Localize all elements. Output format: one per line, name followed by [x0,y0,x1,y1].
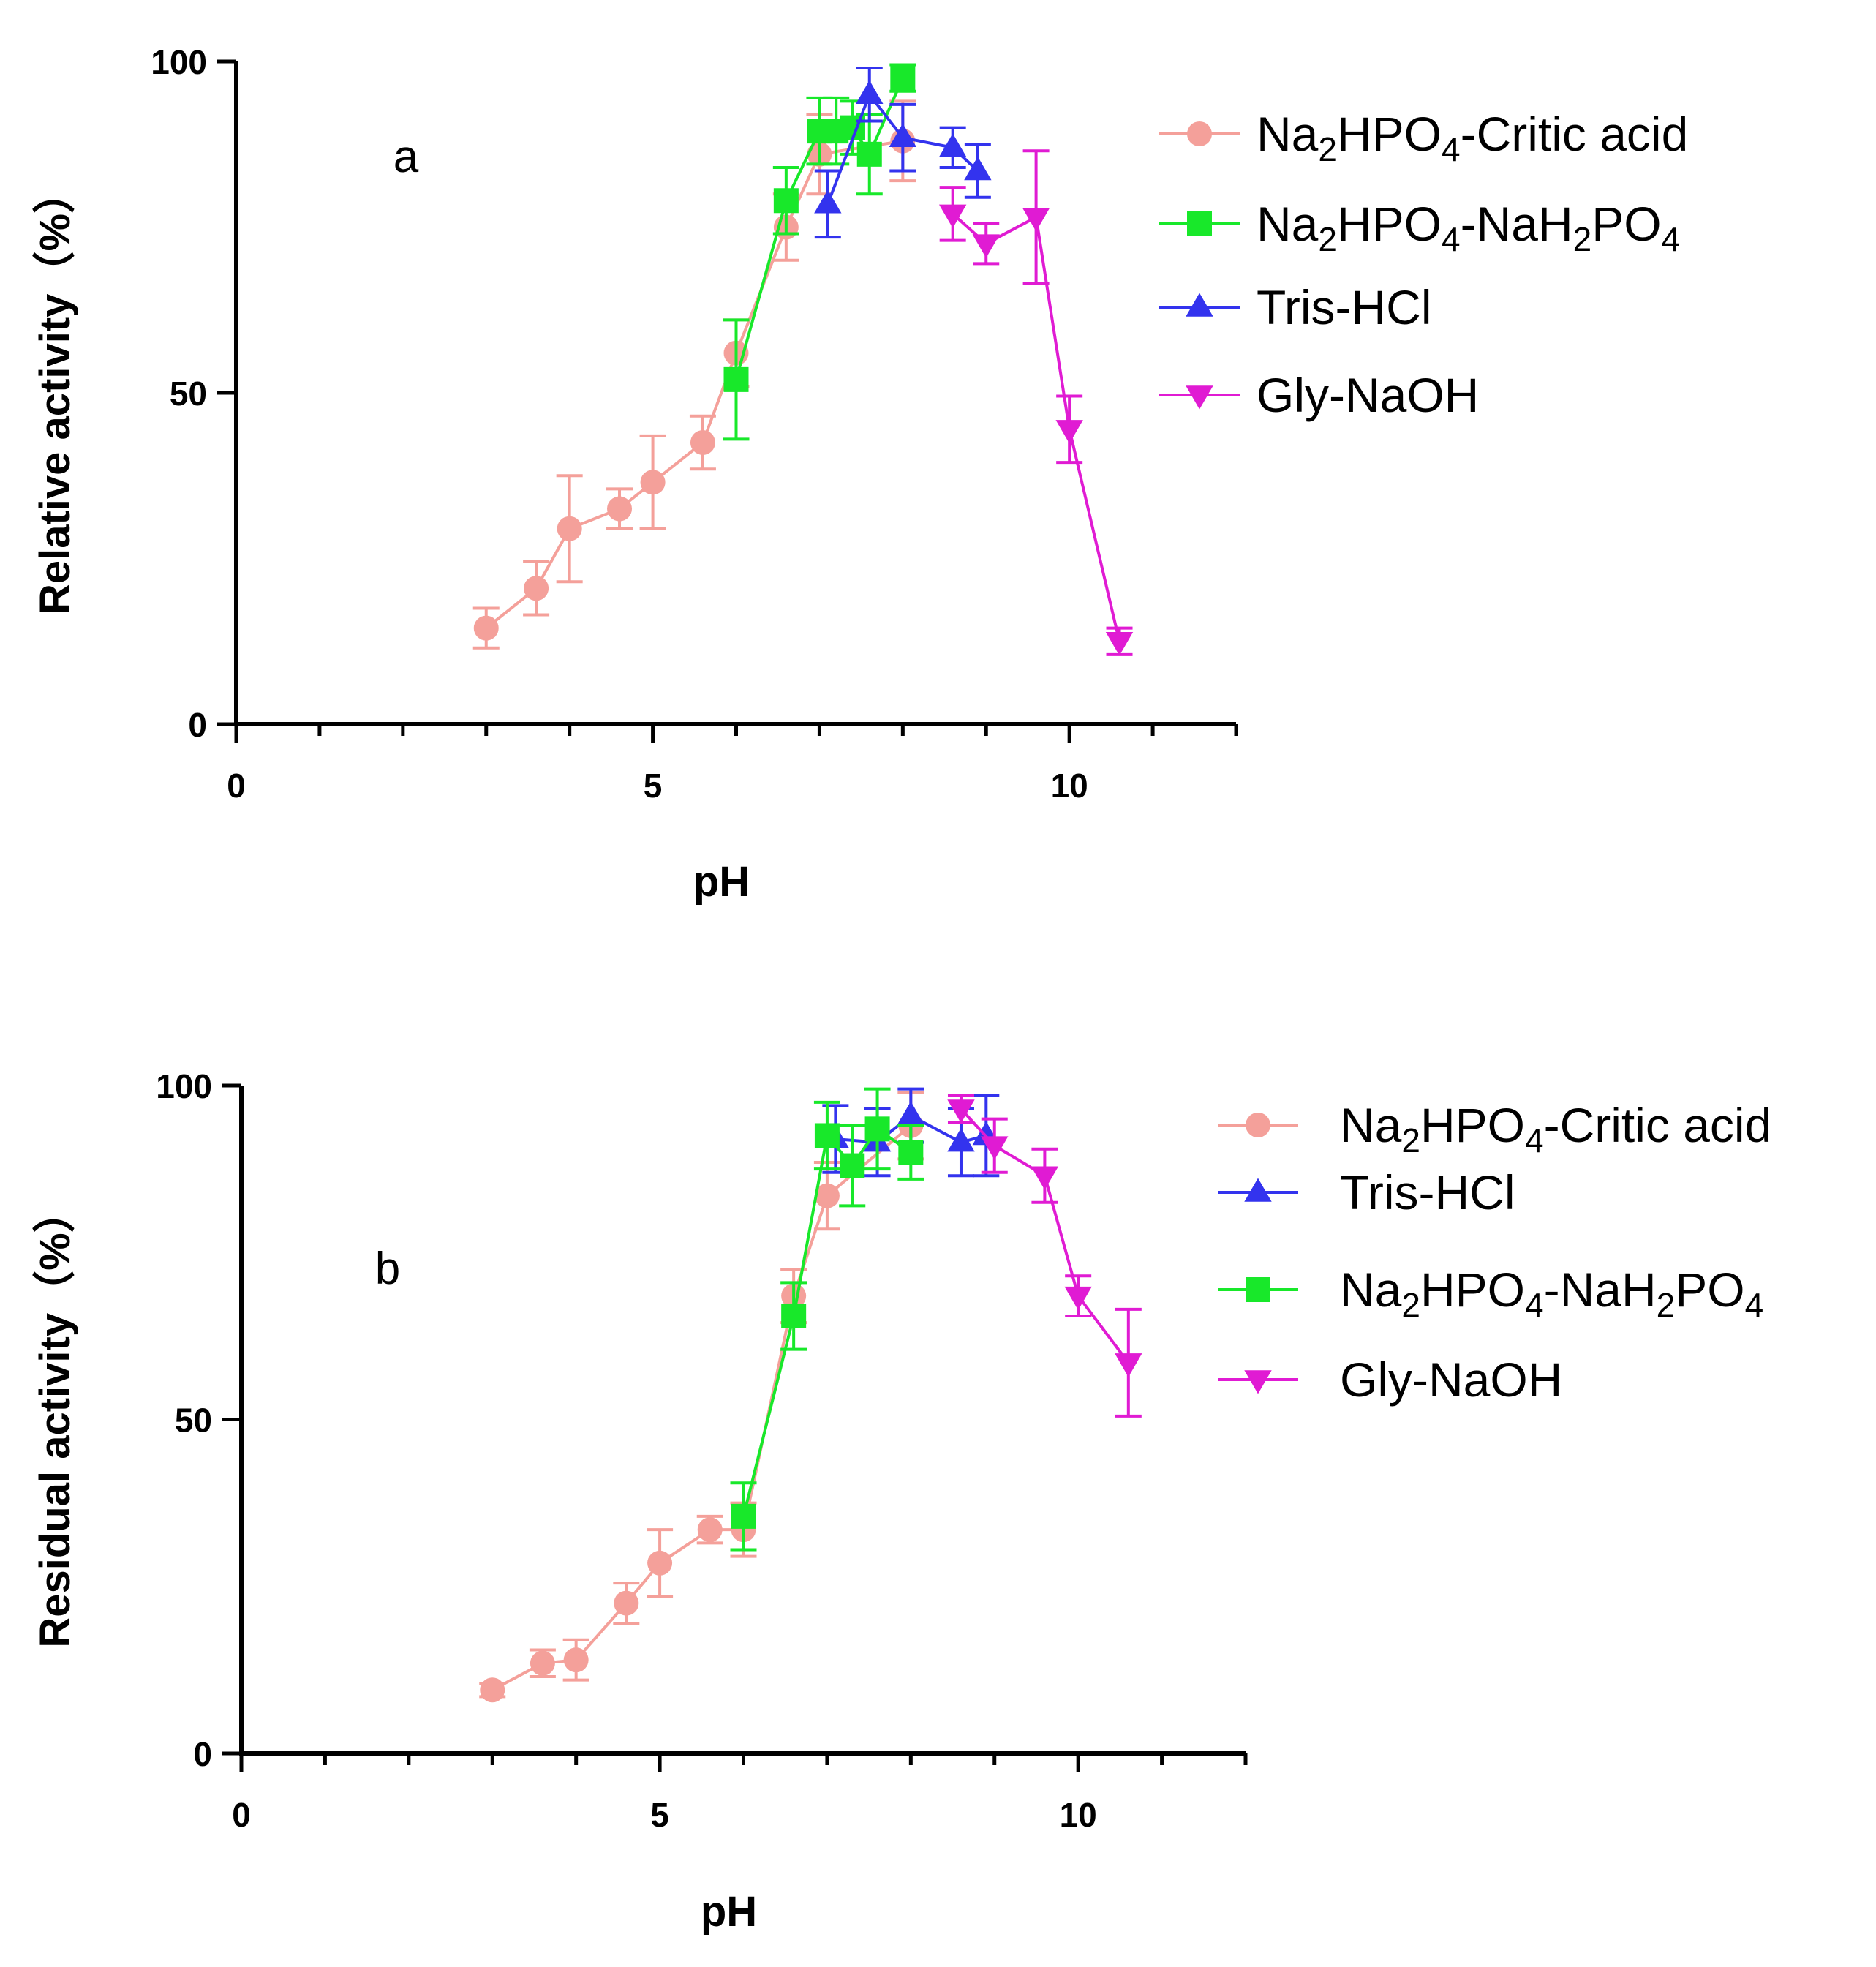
legend-item-na2hpo4-critic-acid: Na2HPO4-Critic acid [1159,107,1688,168]
data-point [563,1647,589,1673]
panel-b-y-tick-label: 100 [156,1067,212,1105]
legend-item-na2hpo4-nah2po4: Na2HPO4-NaH2PO4 [1159,197,1680,258]
panel-a-y-tick-label: 50 [170,375,207,413]
data-point [473,615,499,641]
legend-item-na2hpo4-critic-acid: Na2HPO4-Critic acid [1218,1098,1771,1159]
panel-a-y-tick-label: 100 [151,43,207,81]
data-point [647,1550,673,1576]
legend-item-tris-hcl: Tris-HCl [1159,280,1431,334]
series-line [491,1124,912,1692]
data-point [557,516,582,541]
data-point [938,204,967,228]
data-point [1115,1353,1142,1377]
data-point [814,1123,840,1148]
data-point [773,188,799,214]
data-point [524,576,549,601]
legend-label: Na2HPO4-Critic acid [1257,107,1688,168]
data-point [480,1677,505,1703]
panel-b-y-tick-label: 0 [193,1735,212,1773]
data-point [1055,420,1083,444]
data-point [607,496,633,522]
legend-marker [1246,1277,1270,1302]
panel-a-series-tris-hcl [814,67,992,239]
panel-b-x-tick-label: 10 [1060,1796,1097,1834]
panel-b-series-na2hpo4-nah2po4 [730,1087,924,1552]
legend-label: Tris-HCl [1340,1165,1515,1219]
panel-a-series-na2hpo4-critic-acid [472,99,916,650]
panel-b-panel-label: b [375,1244,400,1294]
legend-label: Gly-NaOH [1257,368,1479,422]
data-point [1105,632,1134,656]
data-point [1064,1286,1092,1311]
panel-a-y-axis-title: Relative activity（%） [31,171,79,614]
panel-b-y-axis-title: Residual activity（%） [31,1190,79,1647]
legend-item-gly-naoh: Gly-NaOH [1218,1353,1562,1407]
panel-a-x-tick-label: 0 [227,767,246,805]
legend-marker [1187,211,1212,236]
legend-label: Gly-NaOH [1340,1353,1562,1407]
panel-b-y-tick-label: 50 [175,1402,212,1440]
data-point [814,189,842,214]
data-point [723,366,749,392]
data-point [640,470,666,495]
legend-item-na2hpo4-nah2po4: Na2HPO4-NaH2PO4 [1218,1263,1763,1324]
legend-marker [1186,385,1213,410]
panel-a-x-axis-title: pH [693,858,750,906]
legend-marker [1186,293,1213,317]
data-point [614,1590,639,1616]
panel-b-series-gly-naoh [947,1094,1142,1418]
data-point [697,1517,723,1543]
data-point [856,141,882,167]
legend-label: Na2HPO4-NaH2PO4 [1340,1263,1763,1324]
data-point [814,1183,840,1208]
legend-marker [1187,121,1212,146]
panel-b-series-na2hpo4-critic-acid [479,1091,924,1703]
data-point [856,80,884,105]
panel-b-x-tick-label: 5 [650,1796,669,1834]
data-point [972,234,1000,258]
data-point [981,1136,1009,1160]
data-point [897,1101,925,1125]
data-point [864,1116,890,1142]
data-point [890,65,916,91]
legend-label: Tris-HCl [1257,280,1431,334]
data-point [898,1140,924,1165]
data-point [840,1153,865,1178]
data-point [690,429,715,455]
data-point [781,1303,807,1328]
panel-a-legend: Na2HPO4-Critic acid Na2HPO4-NaH2PO4 Tris-H… [1159,107,1688,422]
panel-a-series-gly-naoh [938,149,1134,656]
panel-b-x-axis-title: pH [701,1888,757,1936]
data-point [731,1503,756,1529]
legend-label: Na2HPO4-Critic acid [1340,1098,1771,1159]
legend-marker [1244,1370,1272,1394]
legend-label: Na2HPO4-NaH2PO4 [1257,197,1680,258]
panel-a-x-tick-label: 5 [644,767,663,805]
legend-marker [1244,1178,1272,1202]
data-point [889,123,917,147]
legend-item-tris-hcl: Tris-HCl [1218,1165,1515,1219]
data-point [964,156,992,181]
panel-a-y-tick-label: 0 [188,706,207,744]
data-point [947,1128,975,1152]
panel-a-panel-label: a [393,132,419,182]
data-point [938,133,967,157]
data-point [1022,208,1050,232]
series-line [485,139,903,630]
panel-a-x-tick-label: 10 [1051,767,1088,805]
data-point [530,1650,555,1676]
legend-marker [1246,1113,1270,1137]
legend-item-gly-naoh: Gly-NaOH [1159,368,1479,422]
panel-b-legend: Na2HPO4-Critic acid Tris-HCl Na2HPO4-NaH2P… [1218,1098,1771,1407]
panel-a-series-na2hpo4-nah2po4 [723,63,916,441]
data-point [947,1099,975,1124]
panel-b-x-tick-label: 0 [232,1796,251,1834]
data-point [1031,1166,1059,1190]
